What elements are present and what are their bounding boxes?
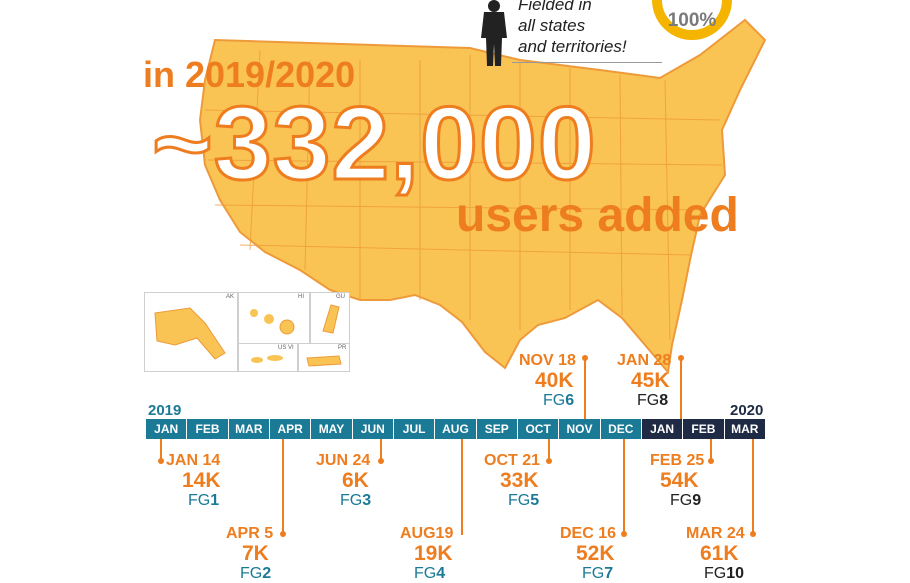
- event-fg3: JUN 24 6K FG3: [316, 452, 371, 510]
- event-fg: FG5: [508, 492, 540, 509]
- fielded-line-3: and territories!: [518, 37, 627, 56]
- inset-label-ak: AK: [226, 294, 235, 300]
- month-jan-2020: JAN: [641, 419, 684, 439]
- month-apr-2019: APR: [269, 419, 312, 439]
- event-date: FEB 25: [650, 452, 705, 469]
- event-users: 19K: [414, 542, 453, 565]
- connector-dot-fg9: [708, 458, 714, 464]
- badge-percent: 100%: [667, 10, 717, 31]
- event-users: 14K: [182, 469, 221, 492]
- pr-inset: [298, 343, 350, 372]
- hawaii-inset: [238, 292, 310, 344]
- month-jan-2019: JAN: [146, 419, 188, 439]
- event-fg: FG9: [670, 492, 702, 509]
- month-jul-2019: JUL: [393, 419, 436, 439]
- month-mar-2020: MAR: [724, 419, 766, 439]
- event-fg5: OCT 21 33K FG5: [484, 452, 540, 510]
- event-fg4: AUG19 19K FG4: [400, 525, 453, 583]
- connector-fg3: [380, 439, 382, 461]
- inset-label-hi: HI: [298, 294, 304, 300]
- connector-dot-fg8: [678, 355, 684, 361]
- connector-fg2: [282, 439, 284, 535]
- connector-fg10: [752, 439, 754, 535]
- month-dec-2019: DEC: [600, 419, 642, 439]
- event-date: JAN 14: [166, 452, 221, 469]
- event-fg2: APR 5 7K FG2: [226, 525, 273, 583]
- connector-fg8: [680, 358, 682, 419]
- soldier-icon: [481, 0, 507, 66]
- event-users: 6K: [342, 469, 369, 492]
- event-users: 54K: [660, 469, 699, 492]
- event-date: DEC 16: [560, 525, 617, 542]
- month-mar-2019: MAR: [228, 419, 270, 439]
- fielded-note: Fielded in all states and territories!: [518, 0, 627, 57]
- connector-dot-fg6: [582, 355, 588, 361]
- connector-fg4: [461, 439, 463, 535]
- fielded-line-2: all states: [518, 16, 586, 35]
- month-jun-2019: JUN: [352, 419, 394, 439]
- inset-label-gu: GU: [336, 294, 345, 300]
- event-date: JAN 28: [617, 352, 672, 369]
- event-users: 52K: [576, 542, 615, 565]
- inset-label-pr: PR: [338, 345, 347, 351]
- event-fg6: NOV 18 40K FG6: [519, 352, 576, 410]
- connector-fg9: [710, 439, 712, 461]
- connector-dot-fg3: [378, 458, 384, 464]
- event-date: NOV 18: [519, 352, 576, 369]
- event-fg7: DEC 16 52K FG7: [560, 525, 616, 583]
- event-users: 40K: [535, 369, 574, 392]
- event-fg: FG8: [637, 392, 669, 409]
- event-fg9: FEB 25 54K FG9: [650, 452, 704, 510]
- connector-dot-fg10: [750, 531, 756, 537]
- end-year-label: 2020: [730, 402, 764, 419]
- callout-line: [512, 62, 662, 63]
- event-fg1: JAN 14 14K FG1: [166, 452, 221, 510]
- event-users: 7K: [242, 542, 269, 565]
- usvi-inset: [238, 343, 298, 372]
- connector-fg1: [160, 439, 162, 461]
- users-added-subtitle: users added: [456, 189, 739, 242]
- event-fg: FG3: [340, 492, 372, 509]
- month-feb-2020: FEB: [683, 419, 725, 439]
- inset-label-usvi: US VI: [278, 345, 294, 351]
- event-users: 61K: [700, 542, 739, 565]
- event-date: JUN 24: [316, 452, 371, 469]
- year-title: in 2019/2020: [143, 54, 356, 95]
- month-may-2019: MAY: [311, 419, 353, 439]
- connector-dot-fg1: [158, 458, 164, 464]
- timeline-bar: JAN FEB MAR APR MAY JUN JUL AUG SEP OCT …: [146, 419, 766, 439]
- month-aug-2019: AUG: [435, 419, 477, 439]
- connector-fg6: [584, 358, 586, 419]
- event-date: AUG19: [400, 525, 454, 542]
- event-date: OCT 21: [484, 452, 541, 469]
- event-users: 33K: [500, 469, 539, 492]
- connector-dot-fg7: [621, 531, 627, 537]
- event-date: MAR 24: [686, 525, 745, 542]
- connector-dot-fg5: [546, 458, 552, 464]
- connector-fg7: [623, 439, 625, 535]
- month-nov-2019: NOV: [559, 419, 601, 439]
- event-fg10: MAR 24 61K FG10: [686, 525, 745, 583]
- month-sep-2019: SEP: [476, 419, 518, 439]
- alaska-inset: [144, 292, 238, 372]
- event-fg8: JAN 28 45K FG8: [617, 352, 671, 410]
- month-oct-2019: OCT: [517, 419, 560, 439]
- us-map: [198, 18, 767, 375]
- event-fg: FG6: [543, 392, 575, 409]
- fielded-line-1: Fielded in: [518, 0, 592, 14]
- connector-fg5: [548, 439, 550, 461]
- event-date: APR 5: [226, 525, 274, 542]
- event-fg: FG1: [188, 492, 220, 509]
- event-users: 45K: [631, 369, 670, 392]
- month-feb-2019: FEB: [187, 419, 229, 439]
- connector-dot-fg2: [280, 531, 286, 537]
- big-number: ~332,000: [151, 86, 598, 202]
- start-year-label: 2019: [148, 402, 182, 419]
